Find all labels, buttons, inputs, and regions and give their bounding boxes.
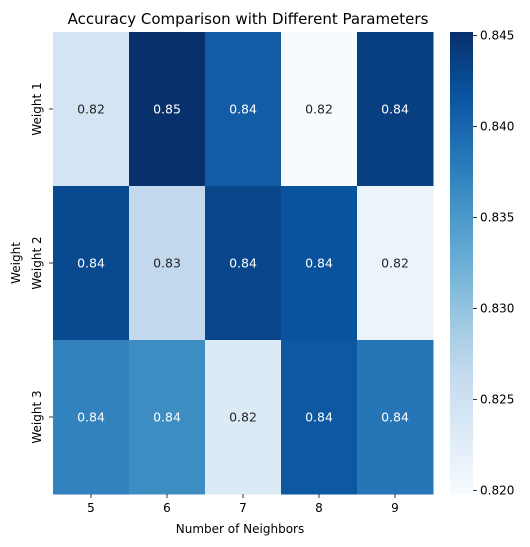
- heatmap-cell-value: 0.84: [229, 102, 257, 117]
- x-tick-label: 9: [391, 501, 399, 515]
- heatmap-cell: [281, 186, 358, 341]
- heatmap-cell: [53, 32, 130, 187]
- heatmap-cell: [281, 340, 358, 495]
- colorbar-tick-label: 0.830: [480, 301, 514, 315]
- heatmap-cell: [205, 32, 282, 187]
- colorbar: [450, 32, 473, 494]
- heatmap-cell-value: 0.84: [229, 256, 257, 271]
- heatmap-cell-value: 0.84: [381, 410, 409, 425]
- heatmap-cell: [357, 32, 434, 187]
- heatmap-cell: [53, 340, 130, 495]
- heatmap-cell: [205, 340, 282, 495]
- heatmap-cell: [205, 186, 282, 341]
- heatmap-cell-value: 0.84: [77, 410, 105, 425]
- colorbar-tick-label: 0.825: [480, 392, 514, 406]
- y-tick-label: Weight 3: [30, 390, 44, 443]
- chart-title: Accuracy Comparison with Different Param…: [68, 10, 429, 28]
- heatmap-cell: [357, 340, 434, 495]
- x-tick-label: 7: [239, 501, 247, 515]
- heatmap-cell-value: 0.82: [381, 256, 409, 271]
- heatmap-cell: [129, 186, 206, 341]
- y-axis-ticks: Weight 1 Weight 2 Weight 3: [30, 82, 53, 444]
- heatmap-cell-value: 0.84: [77, 256, 105, 271]
- heatmap-cell-value: 0.84: [381, 102, 409, 117]
- heatmap-cell-value: 0.84: [305, 256, 333, 271]
- x-tick-label: 8: [315, 501, 323, 515]
- x-tick-label: 5: [87, 501, 95, 515]
- heatmap-cell: [129, 32, 206, 187]
- heatmap-cell-value: 0.84: [305, 410, 333, 425]
- colorbar-tick-label: 0.820: [480, 483, 514, 497]
- heatmap-cell: [281, 32, 358, 187]
- heatmap-cells: [53, 32, 434, 495]
- heatmap-cell-labels: 0.82 0.85 0.84 0.82 0.84 0.84 0.83 0.84 0.84 0.82…: [77, 102, 409, 425]
- heatmap-cell: [129, 340, 206, 495]
- y-tick-label: Weight 2: [30, 236, 44, 289]
- heatmap-cell-value: 0.82: [305, 102, 333, 117]
- y-tick-label: Weight 1: [30, 82, 44, 135]
- heatmap-cell: [53, 186, 130, 341]
- heatmap-cell-value: 0.84: [153, 410, 181, 425]
- x-axis-label: Number of Neighbors: [176, 522, 304, 536]
- heatmap-cell-value: 0.82: [229, 410, 257, 425]
- x-axis-ticks: 5 6 7 8 9: [87, 494, 399, 515]
- colorbar-tick-label: 0.845: [480, 29, 514, 43]
- colorbar-ticks: 0.820 0.825 0.830 0.835 0.840 0.845: [473, 29, 514, 497]
- heatmap-cell-value: 0.82: [77, 102, 105, 117]
- y-axis-label: Weight: [9, 242, 23, 284]
- heatmap-cell-value: 0.85: [153, 102, 181, 117]
- colorbar-tick-label: 0.840: [480, 120, 514, 134]
- colorbar-tick-label: 0.835: [480, 211, 514, 225]
- heatmap-cell-value: 0.83: [153, 256, 181, 271]
- heatmap-cell: [357, 186, 434, 341]
- x-tick-label: 6: [163, 501, 171, 515]
